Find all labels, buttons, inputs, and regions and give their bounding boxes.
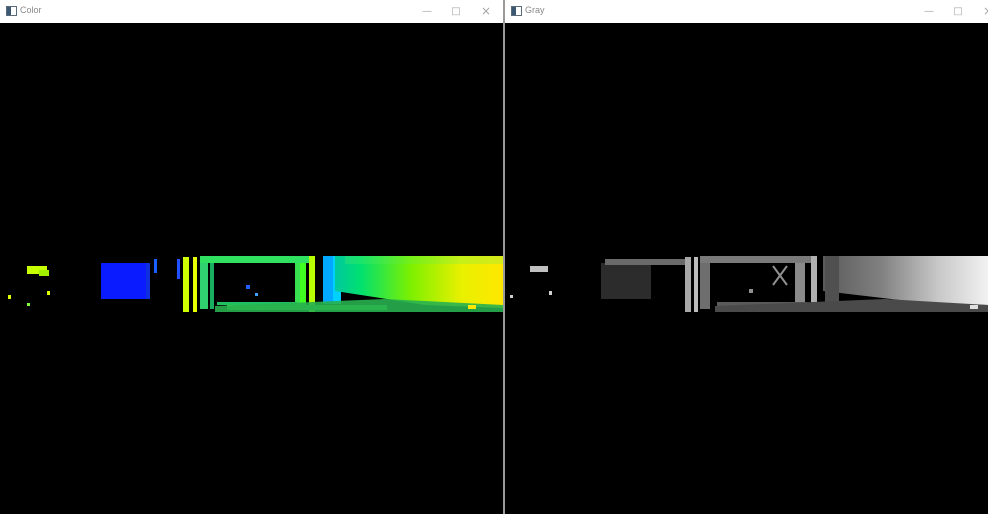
close-button[interactable]: × <box>979 3 988 19</box>
window-divider <box>503 0 505 514</box>
minimize-button[interactable]: — <box>422 5 432 17</box>
color-window: Color — □ × <box>0 0 503 514</box>
maximize-button[interactable]: □ <box>451 5 461 17</box>
window-title: Color <box>20 5 42 15</box>
gray-window-titlebar[interactable]: Gray — □ × <box>505 0 988 23</box>
gray-depth-image <box>505 23 988 514</box>
window-title: Gray <box>525 5 545 15</box>
app-icon <box>511 6 522 16</box>
color-window-titlebar[interactable]: Color — □ × <box>0 0 503 23</box>
color-depth-render <box>8 256 503 312</box>
color-depth-image <box>5 23 503 514</box>
gray-depth-render <box>510 256 988 312</box>
gray-window: Gray — □ × <box>505 0 988 514</box>
close-button[interactable]: × <box>480 4 492 18</box>
minimize-button[interactable]: — <box>924 5 934 17</box>
app-icon <box>6 6 17 16</box>
maximize-button[interactable]: □ <box>953 5 963 17</box>
